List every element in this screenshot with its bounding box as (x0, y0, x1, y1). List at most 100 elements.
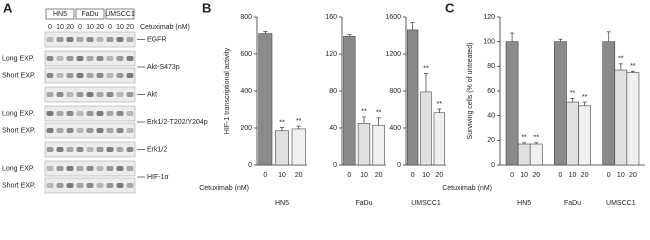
blot-band (96, 128, 104, 133)
blot-band (46, 147, 54, 152)
significance: ** (279, 119, 285, 126)
blot-strip (44, 141, 136, 158)
blot-band (96, 183, 104, 188)
blot-band (56, 56, 64, 61)
x-tick-label: 10 (617, 172, 625, 179)
blot-band (126, 92, 134, 97)
blot-band (76, 111, 84, 116)
y-tick-label: 800 (389, 88, 401, 95)
y-tick-label: 0 (491, 162, 495, 169)
blot-band (106, 128, 114, 133)
blot-band (56, 166, 64, 171)
y-tick-label: 400 (240, 88, 252, 95)
blot-band (126, 56, 134, 61)
x-axis-label: Cetuximab (nM) (442, 185, 492, 192)
exposure-label: Long EXP. (2, 165, 35, 172)
blot-band (106, 166, 114, 171)
bar (258, 33, 273, 166)
blot-band (116, 183, 124, 188)
y-tick-label: 120 (483, 14, 495, 21)
target-label: Erk1/2-T202/Y204p (147, 119, 208, 126)
x-tick-label: 0 (411, 172, 415, 179)
target-label: Akt-S473p (147, 64, 180, 71)
bar (626, 72, 640, 166)
blot-band (96, 73, 104, 78)
significance: ** (423, 65, 429, 72)
bar (420, 91, 432, 166)
group-label: UMSCC1 (411, 200, 441, 207)
blot-band (96, 111, 104, 116)
x-tick-label: 20 (295, 172, 303, 179)
target-label: HIF-1α (147, 174, 169, 181)
blot-band (46, 166, 54, 171)
group-label: HN5 (275, 200, 289, 207)
lane-label: 0 (108, 24, 112, 31)
blot-band (116, 37, 124, 42)
exposure-label: Short EXP. (2, 127, 36, 134)
blot-band (86, 56, 94, 61)
blot-band (126, 183, 134, 188)
x-tick-label: 20 (375, 172, 383, 179)
blot-band (106, 183, 114, 188)
blot-band (116, 147, 124, 152)
blot-band (46, 56, 54, 61)
x-axis-label: Cetuximab (nM) (199, 185, 249, 192)
significance: ** (618, 56, 624, 63)
y-tick-label: 0 (248, 162, 252, 169)
significance: ** (296, 118, 302, 125)
blot-band (46, 183, 54, 188)
blot-band (76, 37, 84, 42)
lane-label: 10 (116, 24, 124, 31)
target-label: EGFR (147, 36, 166, 43)
y-tick-label: 20 (487, 137, 495, 144)
blot-band (46, 37, 54, 42)
x-tick-label: 10 (422, 172, 430, 179)
bar (275, 130, 289, 166)
panel-label: C (445, 0, 455, 15)
blot-band (126, 147, 134, 152)
blot-band (66, 166, 74, 171)
cell-line-box (75, 8, 105, 20)
bar (433, 112, 445, 166)
blot-strip (44, 67, 136, 84)
blot-band (116, 128, 124, 133)
blot-band (126, 111, 134, 116)
blot-band (96, 166, 104, 171)
x-tick-label: 20 (435, 172, 443, 179)
blot-band (66, 92, 74, 97)
blot-band (116, 111, 124, 116)
blot-band (106, 147, 114, 152)
blot-band (106, 73, 114, 78)
x-tick-label: 10 (278, 172, 286, 179)
y-tick-label: 80 (487, 63, 495, 70)
group-label: UMSCC1 (606, 200, 636, 207)
significance: ** (437, 101, 443, 108)
blot-band (46, 73, 54, 78)
group-label: FaDu (564, 200, 581, 207)
y-tick-label: 400 (389, 125, 401, 132)
lane-label: 0 (48, 24, 52, 31)
cell-line-label: UMSCC1 (105, 11, 135, 18)
blot-band (46, 111, 54, 116)
x-tick-label: 20 (581, 172, 589, 179)
x-tick-label: 10 (569, 172, 577, 179)
bar (407, 29, 419, 166)
target-label: Akt (147, 91, 157, 98)
blot-band (106, 56, 114, 61)
lane-label: 10 (56, 24, 64, 31)
blot-band (76, 92, 84, 97)
x-tick-label: 20 (532, 172, 540, 179)
blot-band (96, 56, 104, 61)
blot-band (46, 92, 54, 97)
blot-band (76, 166, 84, 171)
cell-line-box (105, 8, 135, 20)
treatment-label: Cetuximab (nM) (140, 24, 190, 31)
blot-band (56, 37, 64, 42)
group-label: HN5 (517, 200, 531, 207)
significance: ** (630, 63, 636, 70)
significance: ** (376, 110, 382, 117)
y-tick-label: 80 (329, 88, 337, 95)
blot-band (56, 73, 64, 78)
blot-band (116, 92, 124, 97)
panel-label: B (202, 0, 211, 15)
